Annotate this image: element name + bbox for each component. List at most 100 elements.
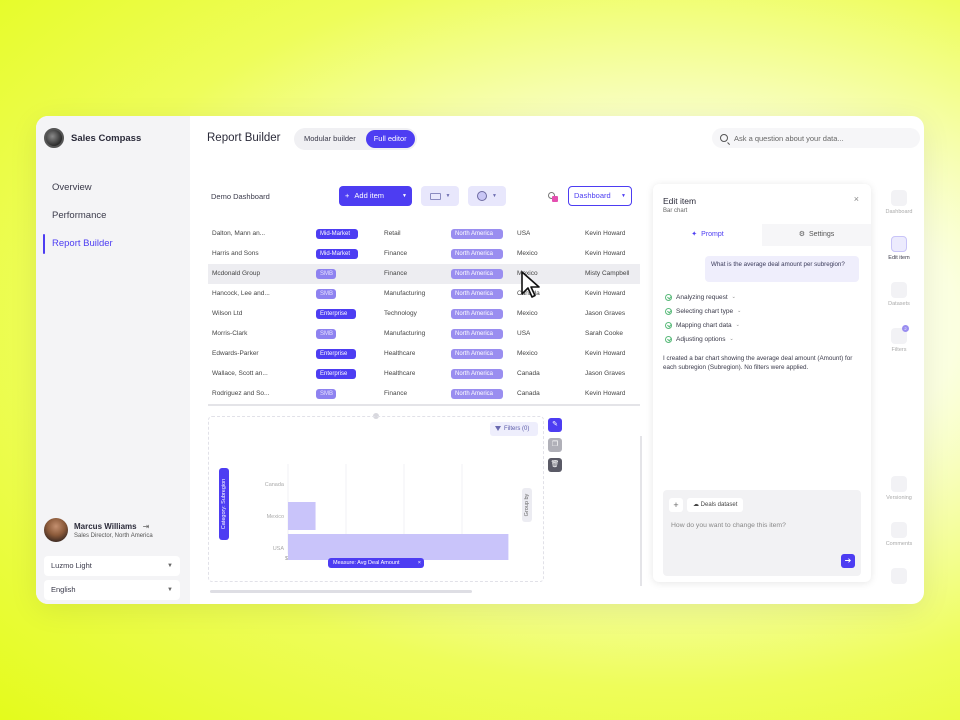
dashboard-name[interactable]: Demo Dashboard [211, 192, 270, 201]
progress-steps: Analyzing request ⌄ Selecting chart type ⌄… [665, 290, 741, 346]
logout-icon[interactable]: ⇥ [142, 521, 150, 531]
rail-item-edit-item[interactable]: Edit item [874, 236, 924, 261]
cell-country: Mexico [517, 310, 538, 317]
bar[interactable] [288, 534, 509, 560]
brand[interactable]: Sales Compass [44, 128, 141, 148]
cell-company: Hancock, Lee and... [212, 290, 270, 297]
duplicate-icon[interactable]: ❐ [548, 438, 562, 452]
rail-collapse[interactable] [874, 568, 924, 587]
app-name: Sales Compass [71, 132, 142, 144]
language-select[interactable]: English ▼ [44, 580, 180, 600]
table-row[interactable]: Wallace, Scott an... Enterprise Healthcare… [208, 364, 640, 384]
cell-industry: Finance [384, 390, 408, 397]
close-icon[interactable]: × [853, 194, 859, 204]
table-row[interactable]: Dalton, Mann an... Mid-Market Retail North … [208, 224, 640, 244]
ask-data-input[interactable]: Ask a question about your data... [712, 128, 920, 148]
tab-prompt-label: Prompt [701, 231, 724, 238]
prompt-composer: + ☁ Deals dataset How do you want to cha… [663, 490, 861, 576]
cell-industry: Finance [384, 250, 408, 257]
share-icon[interactable] [548, 192, 560, 204]
sidebar-item-performance[interactable]: Performance [52, 210, 107, 221]
history-icon [891, 476, 907, 492]
cell-industry: Finance [384, 270, 408, 277]
cell-industry: Retail [384, 230, 401, 237]
view-select-value: Dashboard [574, 191, 611, 200]
chevron-down-icon: ⌄ [737, 308, 742, 314]
sidebar-item-report-builder[interactable]: Report Builder [36, 230, 190, 258]
bar-chart: $0$20000$40000$60000CanadaMexicoUSA [265, 464, 509, 560]
prompt-input[interactable]: How do you want to change this item? [671, 522, 786, 529]
cell-sales-rep: Kevin Howard [585, 390, 626, 397]
table-row[interactable]: Wilson Ltd Enterprise Technology North Amer… [208, 304, 640, 324]
close-icon[interactable]: × [417, 560, 421, 566]
chevron-down-icon: ▼ [621, 193, 626, 199]
send-button[interactable]: ➔ [841, 554, 855, 568]
laptop-icon [429, 192, 441, 200]
step-item[interactable]: Selecting chart type ⌄ [665, 304, 741, 318]
segment-badge: SMB [316, 289, 336, 299]
theme-select[interactable]: Luzmo Light ▼ [44, 556, 180, 576]
add-attachment-button[interactable]: + [669, 498, 683, 512]
view-select[interactable]: Dashboard ▼ [568, 186, 632, 206]
chevron-down-icon: ▼ [492, 193, 497, 199]
edit-item-panel: Edit item Bar chart × ✦ Prompt ⚙ Settings … [653, 184, 871, 582]
edit-panel-title: Edit item [663, 196, 697, 206]
cell-sales-rep: Jason Graves [585, 370, 626, 377]
cell-company: Wilson Ltd [212, 310, 243, 317]
full-editor-button[interactable]: Full editor [365, 130, 415, 148]
rail-item-datasets[interactable]: Datasets [874, 282, 924, 307]
rail-item-comments[interactable]: Comments [874, 522, 924, 547]
dataset-chip[interactable]: ☁ Deals dataset [687, 498, 744, 512]
table-scrollbar[interactable] [208, 404, 640, 406]
rail-item-versioning[interactable]: Versioning [874, 476, 924, 501]
step-item[interactable]: Mapping chart data ⌄ [665, 318, 741, 332]
device-preview-button[interactable]: ▼ [421, 186, 459, 206]
cell-industry: Manufacturing [384, 290, 426, 297]
table-row[interactable]: Morris-Clark SMB Manufacturing North Americ… [208, 324, 640, 344]
language-button[interactable]: ▼ [468, 186, 506, 206]
cell-sales-rep: Kevin Howard [585, 230, 626, 237]
add-item-label: Add item [354, 191, 384, 200]
tab-prompt[interactable]: ✦ Prompt [653, 224, 762, 246]
sidebar: Sales Compass Overview Performance Repor… [36, 116, 190, 604]
category-slot-label: Category: Subregion [221, 478, 227, 530]
segment-badge: Mid-Market [316, 229, 358, 239]
edit-icon[interactable]: ✎ [548, 418, 562, 432]
y-tick-label: Canada [265, 482, 285, 488]
language-select-value: English [51, 585, 76, 594]
delete-icon[interactable]: 🗑 [548, 458, 562, 472]
canvas-scrollbar[interactable] [210, 590, 472, 593]
modular-builder-button[interactable]: Modular builder [304, 134, 356, 143]
cell-country: Canada [517, 370, 540, 377]
region-badge: North America [451, 269, 503, 279]
chevron-down-icon: ⌄ [731, 294, 736, 300]
sidebar-item-overview[interactable]: Overview [52, 182, 92, 193]
filters-button[interactable]: Filters (0) [490, 422, 538, 436]
region-badge: North America [451, 369, 503, 379]
group-by-slot[interactable]: Group by [522, 488, 532, 522]
measure-slot[interactable]: Measure: Avg Deal Amount × [328, 558, 424, 568]
step-item[interactable]: Analyzing request ⌄ [665, 290, 741, 304]
bar[interactable] [288, 502, 316, 530]
category-slot[interactable]: Category: Subregion [219, 468, 229, 540]
table-row[interactable]: Mcdonald Group SMB Finance North America Mex… [208, 264, 640, 284]
check-circle-icon [665, 321, 672, 329]
add-item-button[interactable]: + Add item ▼ [339, 186, 412, 206]
tab-settings[interactable]: ⚙ Settings [762, 224, 871, 246]
step-item[interactable]: Adjusting options ⌄ [665, 332, 741, 346]
cell-sales-rep: Misty Campbell [585, 270, 630, 277]
table-row[interactable]: Hancock, Lee and... SMB Manufacturing North… [208, 284, 640, 304]
data-table: Dalton, Mann an... Mid-Market Retail North … [208, 214, 640, 406]
canvas-vertical-scrollbar[interactable] [640, 436, 642, 586]
chart-widget[interactable] [208, 416, 544, 582]
table-row[interactable]: Edwards-Parker Enterprise Healthcare North … [208, 344, 640, 364]
segment-badge: SMB [316, 269, 336, 279]
cell-country: Mexico [517, 350, 538, 357]
region-badge: North America [451, 229, 503, 239]
table-row[interactable]: Rodriguez and So... SMB Finance North Ameri… [208, 384, 640, 404]
table-row[interactable]: Harris and Sons Mid-Market Finance North Am… [208, 244, 640, 264]
cell-country: Canada [517, 290, 540, 297]
rail-item-dashboard[interactable]: Dashboard [874, 190, 924, 215]
rail-item-filters[interactable]: 2 Filters [874, 325, 924, 353]
right-rail: Dashboard Edit item Datasets 2 Filters V… [874, 184, 924, 604]
